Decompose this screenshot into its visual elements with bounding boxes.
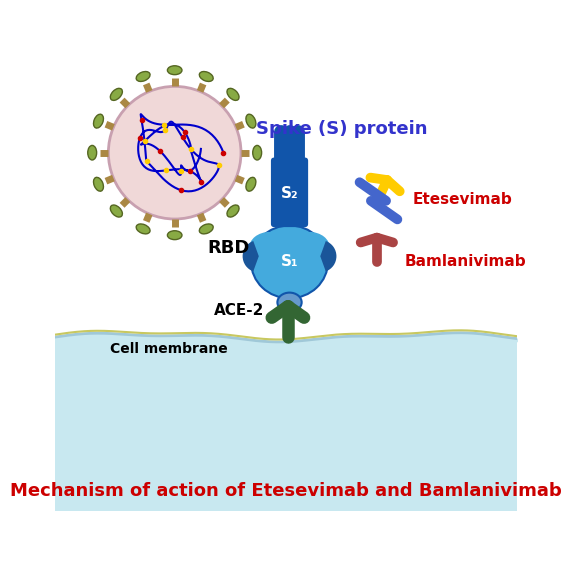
Text: Bamlanivimab: Bamlanivimab [404, 254, 526, 270]
Ellipse shape [199, 224, 213, 234]
Ellipse shape [246, 114, 256, 128]
Ellipse shape [249, 232, 289, 264]
Ellipse shape [136, 224, 150, 234]
Text: RBD: RBD [208, 239, 250, 257]
Text: S₁: S₁ [281, 254, 298, 270]
Ellipse shape [94, 114, 103, 128]
Wedge shape [243, 241, 259, 271]
Text: Etesevimab: Etesevimab [412, 192, 512, 207]
Ellipse shape [289, 232, 330, 264]
Ellipse shape [199, 72, 213, 81]
Ellipse shape [108, 86, 241, 219]
Ellipse shape [227, 205, 239, 217]
Ellipse shape [278, 293, 301, 312]
Text: Cell membrane: Cell membrane [110, 342, 228, 356]
Text: Spike (S) protein: Spike (S) protein [256, 120, 427, 138]
Ellipse shape [253, 145, 262, 160]
Text: S₂: S₂ [281, 186, 298, 201]
Ellipse shape [227, 88, 239, 101]
FancyBboxPatch shape [271, 158, 308, 227]
Ellipse shape [167, 231, 182, 240]
Bar [55, 341, 517, 511]
Ellipse shape [88, 145, 96, 160]
Ellipse shape [94, 177, 103, 191]
Text: Mechanism of action of Etesevimab and Bamlanivimab: Mechanism of action of Etesevimab and Ba… [10, 482, 561, 500]
Ellipse shape [266, 250, 314, 286]
Ellipse shape [251, 225, 328, 298]
Wedge shape [320, 241, 336, 271]
Ellipse shape [110, 205, 122, 217]
Ellipse shape [167, 66, 182, 75]
Ellipse shape [110, 88, 122, 101]
Text: ACE-2: ACE-2 [214, 303, 264, 318]
Ellipse shape [246, 177, 256, 191]
Ellipse shape [136, 72, 150, 81]
